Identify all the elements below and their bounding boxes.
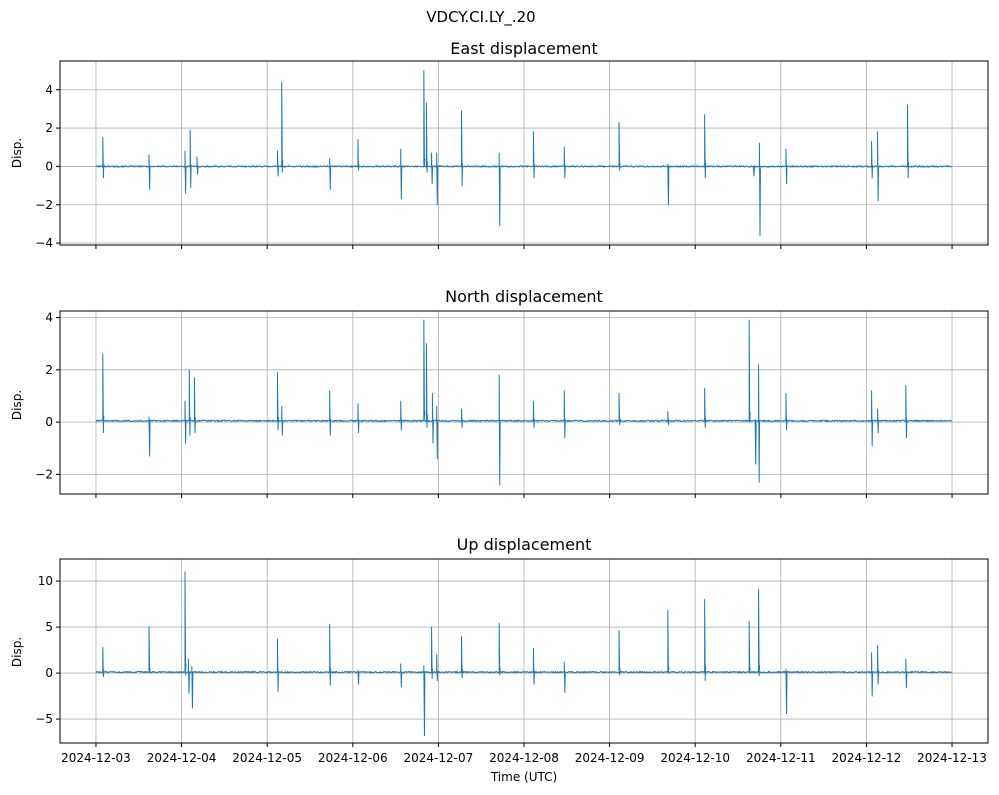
up-y-tick-label: −5	[35, 712, 53, 726]
up-y-tick-label: 5	[45, 620, 53, 634]
panel-east-ylabel: Disp.	[10, 138, 24, 168]
figure-title: VDCY.CI.LY_.20	[426, 8, 535, 27]
panel-east: East displacement −4 −2 0 2 4 Disp.	[10, 39, 989, 250]
east-y-tick-label: −4	[35, 236, 53, 250]
x-tick-label: 2024-12-07	[404, 751, 474, 765]
panel-up-plot: −5 0 5 10 2024-12-03 2024-12-04 2024-12-05 2024…	[35, 558, 989, 765]
up-y-tick-label: 10	[38, 574, 53, 588]
east-y-tick-label: −2	[35, 198, 53, 212]
east-series-line	[95, 70, 952, 236]
panel-north-ylabel: Disp.	[10, 390, 24, 420]
east-y-tick-label: 0	[45, 159, 53, 173]
north-series-line	[95, 319, 952, 486]
x-tick-label: 2024-12-08	[489, 751, 559, 765]
panel-east-title: East displacement	[450, 39, 597, 58]
x-tick-label: 2024-12-10	[660, 751, 730, 765]
x-tick-label: 2024-12-05	[232, 751, 302, 765]
x-tick-label: 2024-12-13	[917, 751, 987, 765]
east-y-tick-label: 2	[45, 121, 53, 135]
x-tick-label: 2024-12-04	[147, 751, 217, 765]
up-series-line	[95, 571, 952, 737]
north-y-tick-label: 2	[45, 363, 53, 377]
x-axis-label: Time (UTC)	[490, 770, 557, 784]
north-y-tick-label: −2	[35, 467, 53, 481]
up-y-tick-label: 0	[45, 666, 53, 680]
x-tick-label: 2024-12-09	[575, 751, 645, 765]
x-tick-label: 2024-12-03	[61, 751, 131, 765]
x-tick-label: 2024-12-06	[318, 751, 388, 765]
north-y-tick-label: 4	[45, 311, 53, 325]
panel-up: Up displacement −5 0 5 10 2024-12-03 2024-12-…	[10, 535, 989, 765]
panel-north-plot: −2 0 2 4	[35, 310, 989, 498]
panel-north-title: North displacement	[445, 287, 603, 306]
panel-north: North displacement −2 0 2 4 Disp.	[10, 287, 989, 498]
east-y-tick-label: 4	[45, 83, 53, 97]
north-y-tick-label: 0	[45, 415, 53, 429]
x-tick-label: 2024-12-12	[832, 751, 902, 765]
panel-east-plot: −4 −2 0 2 4	[35, 60, 989, 250]
panel-up-title: Up displacement	[457, 535, 592, 554]
panel-up-ylabel: Disp.	[10, 637, 24, 667]
x-tick-label: 2024-12-11	[746, 751, 816, 765]
